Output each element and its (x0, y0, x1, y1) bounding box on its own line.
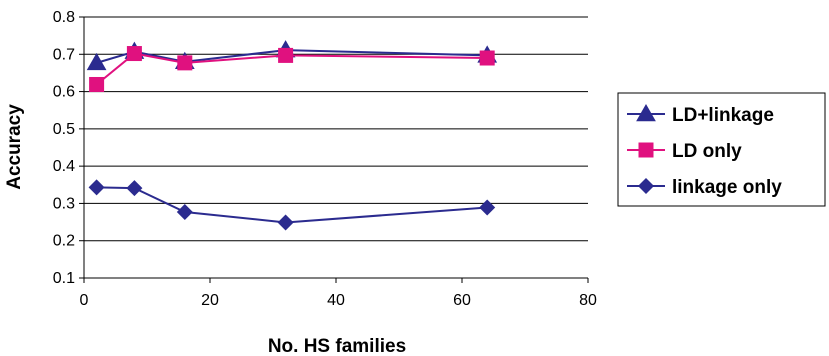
y-tick-label: 0.7 (53, 46, 75, 63)
series-square (89, 46, 495, 92)
data-series (86, 40, 498, 231)
data-point (88, 179, 105, 196)
data-point (479, 199, 496, 216)
x-tick-labels: 0 20 40 60 80 (80, 292, 597, 309)
series-line (96, 186, 488, 224)
legend-label: LD only (672, 141, 742, 162)
data-point (126, 180, 143, 197)
data-point (278, 47, 294, 63)
y-tick-label: 0.3 (53, 195, 75, 212)
y-tick-label: 0.8 (53, 9, 75, 26)
data-point (176, 204, 193, 221)
data-point (479, 50, 495, 66)
legend-marker (638, 142, 654, 158)
x-tick-label: 80 (579, 292, 597, 309)
axes (79, 16, 589, 283)
x-tick-label: 60 (453, 292, 471, 309)
data-point (89, 76, 105, 92)
y-tick-label: 0.4 (53, 158, 75, 175)
legend-label: linkage only (672, 177, 782, 198)
y-tick-labels: 0.1 0.2 0.3 0.4 0.5 0.6 0.7 0.8 (53, 9, 75, 287)
data-point (177, 55, 193, 71)
x-tick-label: 0 (80, 292, 89, 309)
x-tick-label: 40 (327, 292, 345, 309)
series-diamond (88, 179, 496, 231)
y-axis-title: Accuracy (4, 104, 25, 190)
legend: LD+linkage LD only linkage only (617, 92, 826, 207)
x-tick-label: 20 (201, 292, 219, 309)
y-tick-label: 0.1 (53, 270, 75, 287)
legend-marker (636, 103, 656, 122)
x-axis-title: No. HS families (268, 336, 406, 356)
legend-marker (638, 178, 654, 194)
data-point (277, 214, 294, 231)
y-tick-label: 0.6 (53, 84, 75, 101)
y-tick-label: 0.5 (53, 121, 75, 138)
data-point (86, 52, 107, 71)
y-tick-label: 0.2 (53, 233, 75, 250)
legend-label: LD+linkage (672, 105, 774, 126)
data-point (126, 46, 142, 62)
